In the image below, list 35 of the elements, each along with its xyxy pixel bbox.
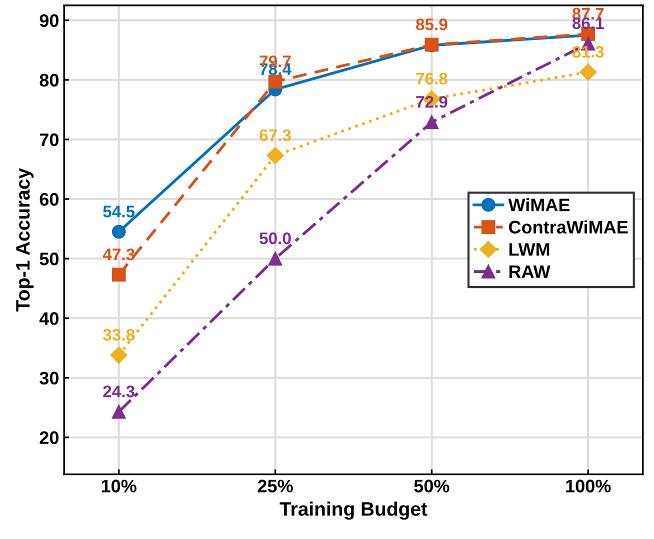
point [110,346,128,364]
legend-label: ContraWiMAE [508,220,628,234]
legend-label: RAW [509,265,550,278]
point [112,224,126,239]
data-label: 85.9 [416,18,448,30]
point [112,404,126,419]
y-tick-label: 20 [40,431,58,444]
data-label: 67.3 [260,129,291,142]
x-tick-label: 10% [102,480,136,492]
x-tick-label: 25% [258,480,293,492]
y-tick-label: 50 [40,252,58,266]
point [424,115,439,130]
data-label: 54.5 [103,206,135,218]
point [580,64,597,81]
data-label: 76.8 [416,72,448,85]
y-tick-label: 90 [40,14,58,28]
y-tick-label: 40 [39,312,58,325]
data-label: 33.8 [103,328,135,341]
point [112,268,126,282]
y-tick-label: 60 [40,192,58,206]
y-tick-label: 70 [40,133,58,146]
data-label: 47.3 [102,248,134,260]
x-tick-label: 50% [414,480,450,492]
x-axis-title: Training Budget [280,502,428,520]
point [266,146,284,164]
x-tick-label: 100% [566,480,611,492]
data-label: 50.0 [260,232,291,244]
point [268,74,282,89]
data-label: 24.3 [103,386,134,398]
y-tick-label: 30 [40,372,58,385]
y-tick-label: 80 [40,74,58,87]
legend-label: LWM [509,243,550,256]
point [268,252,282,266]
y-axis-title: Top-1 Accuracy [16,168,34,312]
legend-label: WiMAE [508,198,570,212]
